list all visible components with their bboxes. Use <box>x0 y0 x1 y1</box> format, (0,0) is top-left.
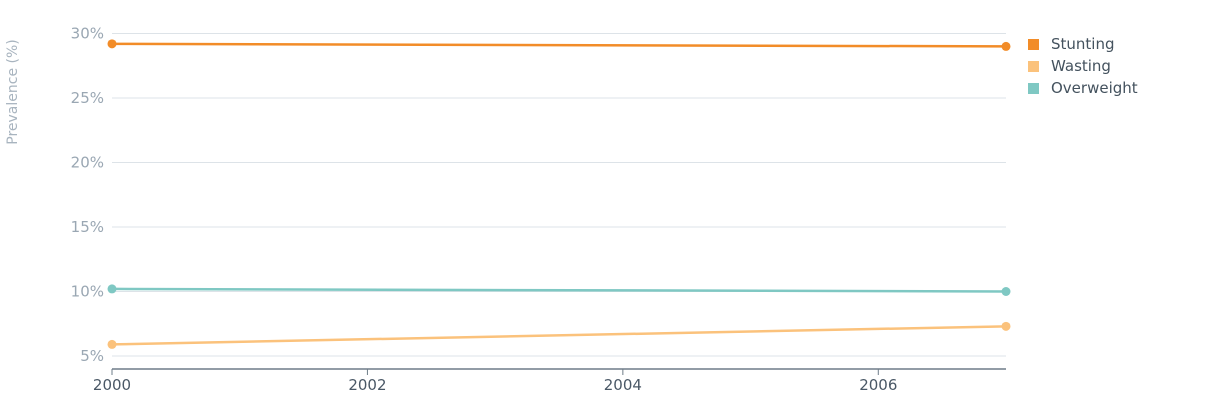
legend-swatch-overweight <box>1028 82 1039 94</box>
series-line-stunting <box>111 42 1007 48</box>
y-tick-label: 30% <box>71 25 104 43</box>
x-axis-ticks: 2000 2002 2004 2006 <box>93 369 897 394</box>
data-point-wasting[interactable] <box>107 339 117 349</box>
legend-label-wasting: Wasting <box>1051 57 1111 75</box>
data-point-wasting[interactable] <box>1001 321 1011 331</box>
y-axis-title: Prevalence (%) <box>5 39 21 145</box>
legend-label-stunting: Stunting <box>1051 35 1115 53</box>
gridlines <box>112 33 1006 357</box>
series-layer <box>107 39 1011 349</box>
y-tick-label: 5% <box>80 347 104 365</box>
legend-item-overweight[interactable]: Overweight <box>1028 77 1138 99</box>
legend-swatch-wasting <box>1028 60 1039 72</box>
y-tick-label: 25% <box>71 89 104 107</box>
legend-item-stunting[interactable]: Stunting <box>1028 33 1138 55</box>
data-point-stunting[interactable] <box>1001 41 1011 51</box>
data-point-overweight[interactable] <box>1001 287 1011 296</box>
y-tick-label: 20% <box>71 154 104 172</box>
series-line-wasting <box>111 325 1007 346</box>
y-tick-label: 10% <box>71 283 104 301</box>
x-tick-label: 2002 <box>348 376 386 394</box>
y-axis-ticks: 5% 10% 15% 20% 25% 30% <box>71 25 104 366</box>
x-tick-label: 2006 <box>859 376 897 394</box>
legend: Stunting Wasting Overweight <box>1028 33 1138 99</box>
data-point-stunting[interactable] <box>107 39 117 49</box>
series-line-overweight <box>111 287 1007 293</box>
x-tick-label: 2004 <box>604 376 642 394</box>
x-tick-label: 2000 <box>93 376 131 394</box>
y-tick-label: 15% <box>71 218 104 236</box>
legend-swatch-stunting <box>1028 38 1039 50</box>
legend-item-wasting[interactable]: Wasting <box>1028 55 1138 77</box>
data-point-overweight[interactable] <box>107 284 117 294</box>
legend-label-overweight: Overweight <box>1051 79 1138 97</box>
